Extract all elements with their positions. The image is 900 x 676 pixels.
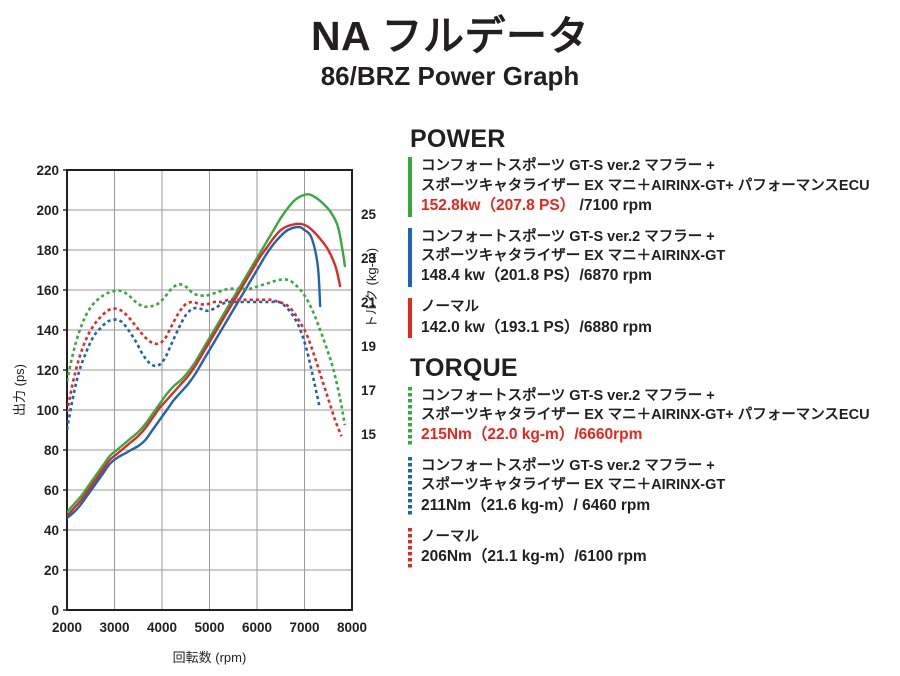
legend-description-line: コンフォートスポーツ GT-S ver.2 マフラー + [421,158,715,175]
x-axis-tick-label: 3000 [99,620,129,635]
chart-plot-frame [66,169,353,611]
torque-legend-item: コンフォートスポーツ GT-S ver.2 マフラー + スポーツキャタライザー … [408,457,894,517]
y-axis-right-labels: 15 17 19 21 23 25 [361,207,377,442]
y-axis-tick-label: 160 [36,283,59,298]
x-axis-tick-label: 6000 [242,620,272,635]
legend-heading-power: POWER [410,125,506,153]
chart-gridlines [67,170,352,610]
legend-color-swatch [408,157,412,217]
x-axis-tick-label: 2000 [52,620,82,635]
legend-value-highlight: 215Nm（22.0 kg-m）/6660rpm [421,426,643,444]
y-axis-tick-label: 0 [51,603,59,618]
chart-series-torque-red [67,298,343,437]
legend-description-line: コンフォートスポーツ GT-S ver.2 マフラー + [421,228,715,245]
y2-axis-tick-label: 23 [361,251,377,266]
x-axis-tick-label: 8000 [337,620,367,635]
legend-value-rest: /7100 rpm [575,196,652,214]
legend-text-block: コンフォートスポーツ GT-S ver.2 マフラー + スポーツキャタライザー … [421,387,894,446]
chart-series-power-green [67,193,347,514]
x-axis-tick-label: 5000 [194,620,224,635]
legend-text-block: コンフォートスポーツ GT-S ver.2 マフラー + スポーツキャタライザー … [421,457,894,516]
x-axis-tick-label: 4000 [147,620,177,635]
y-axis-tick-label: 220 [36,163,59,178]
legend-description-line: コンフォートスポーツ GT-S ver.2 マフラー + [421,387,715,404]
y2-axis-tick-label: 19 [361,339,376,354]
power-legend-item: ノーマル 142.0 kw（193.1 PS）/6880 rpm [408,298,894,339]
torque-legend-item: コンフォートスポーツ GT-S ver.2 マフラー + スポーツキャタライザー … [408,386,894,447]
legend-color-swatch [408,457,412,517]
x-axis-title: 回転数 (rpm) [173,650,247,665]
y2-axis-tick-label: 21 [361,295,377,310]
y-axis-tick-label: 60 [44,483,59,498]
y2-axis-title: トルク (kg-m) [364,248,379,328]
y-axis-left-labels: 0 20 40 60 80 100 120 140 160 180 200 220 [36,163,67,618]
legend-description-line: スポーツキャタライザー EX マニ＋AIRINX-GT [421,477,726,494]
legend-value-rest: 211Nm（21.6 kg-m）/ 6460 rpm [421,496,651,514]
legend-description-line: スポーツキャタライザー EX マニ＋AIRINX-GT+ パフォーマンスECU [421,177,870,194]
chart-series-torque-green [67,278,347,426]
x-axis-tick-label: 7000 [289,620,319,635]
legend-heading-torque: TORQUE [410,354,518,383]
y-axis-tick-label: 120 [36,363,59,378]
legend-text-block: コンフォートスポーツ GT-S ver.2 マフラー + スポーツキャタライザー … [421,228,894,287]
legend-description-line: ノーマル [421,299,479,316]
chart-series-group [67,193,347,520]
chart-svg: 0 20 40 60 80 100 120 140 160 180 200 220 15 17 19 21 23… [12,163,379,665]
legend-value-line: 142.0 kw（193.1 PS）/6880 rpm [421,318,894,339]
power-legend-list: コンフォートスポーツ GT-S ver.2 マフラー + スポーツキャタライザー … [408,157,894,339]
legend-description-line: ノーマル [421,528,479,545]
legend-value-rest: 148.4 kw（201.8 PS）/6870 rpm [421,267,652,285]
legend-value-rest: 142.0 kw（193.1 PS）/6880 rpm [421,318,652,336]
legend-value-line: 206Nm（21.1 kg-m）/6100 rpm [421,547,894,568]
y-axis-tick-label: 200 [36,203,59,218]
legend-description-line: スポーツキャタライザー EX マニ＋AIRINX-GT+ パフォーマンスECU [421,406,870,423]
y-axis-title: 出力 (ps) [12,364,27,416]
legend-description-line: コンフォートスポーツ GT-S ver.2 マフラー + [421,458,715,475]
page-subtitle: 86/BRZ Power Graph [320,61,580,92]
y-axis-tick-label: 20 [44,563,59,578]
legend-value-line: 148.4 kw（201.8 PS）/6870 rpm [421,266,894,287]
legend-color-swatch [408,298,412,339]
legend-value-line: 211Nm（21.6 kg-m）/ 6460 rpm [421,496,894,517]
legend-value-rest: 206Nm（21.1 kg-m）/6100 rpm [421,547,647,565]
page-title: NA フルデータ [310,13,590,59]
title-block: NA フルデータ 86/BRZ Power Graph [0,14,900,92]
legend-value-line: 215Nm（22.0 kg-m）/6660rpm [421,425,894,446]
y2-axis-tick-label: 25 [361,207,377,222]
y-axis-tick-label: 80 [44,443,59,458]
y2-axis-tick-label: 15 [361,427,377,442]
y-axis-tick-label: 140 [36,323,59,338]
legend-panel: POWER コンフォートスポーツ GT-S ver.2 マフラー + スポーツキャ… [408,126,894,568]
legend-color-swatch [408,527,412,568]
x-axis-labels: 2000 3000 4000 5000 6000 7000 8000 [52,620,367,635]
y-axis-tick-label: 100 [36,403,59,418]
legend-value-line: 152.8kw（207.8 PS） /7100 rpm [421,196,894,217]
torque-legend-item: ノーマル 206Nm（21.1 kg-m）/6100 rpm [408,527,894,568]
chart-series-power-blue [67,225,322,520]
chart-series-power-red [67,222,342,518]
chart-series-torque-blue [67,300,321,430]
legend-text-block: ノーマル 142.0 kw（193.1 PS）/6880 rpm [421,298,894,338]
legend-color-swatch [408,227,412,288]
legend-value-highlight: 152.8kw（207.8 PS） [421,196,576,214]
legend-text-block: ノーマル 206Nm（21.1 kg-m）/6100 rpm [421,528,894,568]
power-legend-item: コンフォートスポーツ GT-S ver.2 マフラー + スポーツキャタライザー … [408,227,894,288]
power-legend-item: コンフォートスポーツ GT-S ver.2 マフラー + スポーツキャタライザー … [408,157,894,217]
y-axis-tick-label: 40 [44,523,59,538]
legend-color-swatch [408,386,412,447]
power-torque-chart: 0 20 40 60 80 100 120 140 160 180 200 220 15 17 19 21 23… [8,150,408,670]
legend-text-block: コンフォートスポーツ GT-S ver.2 マフラー + スポーツキャタライザー … [421,157,894,216]
torque-legend-list: コンフォートスポーツ GT-S ver.2 マフラー + スポーツキャタライザー … [408,386,894,568]
y-axis-tick-label: 180 [36,243,59,258]
legend-description-line: スポーツキャタライザー EX マニ＋AIRINX-GT [421,248,726,265]
y2-axis-tick-label: 17 [361,383,376,398]
